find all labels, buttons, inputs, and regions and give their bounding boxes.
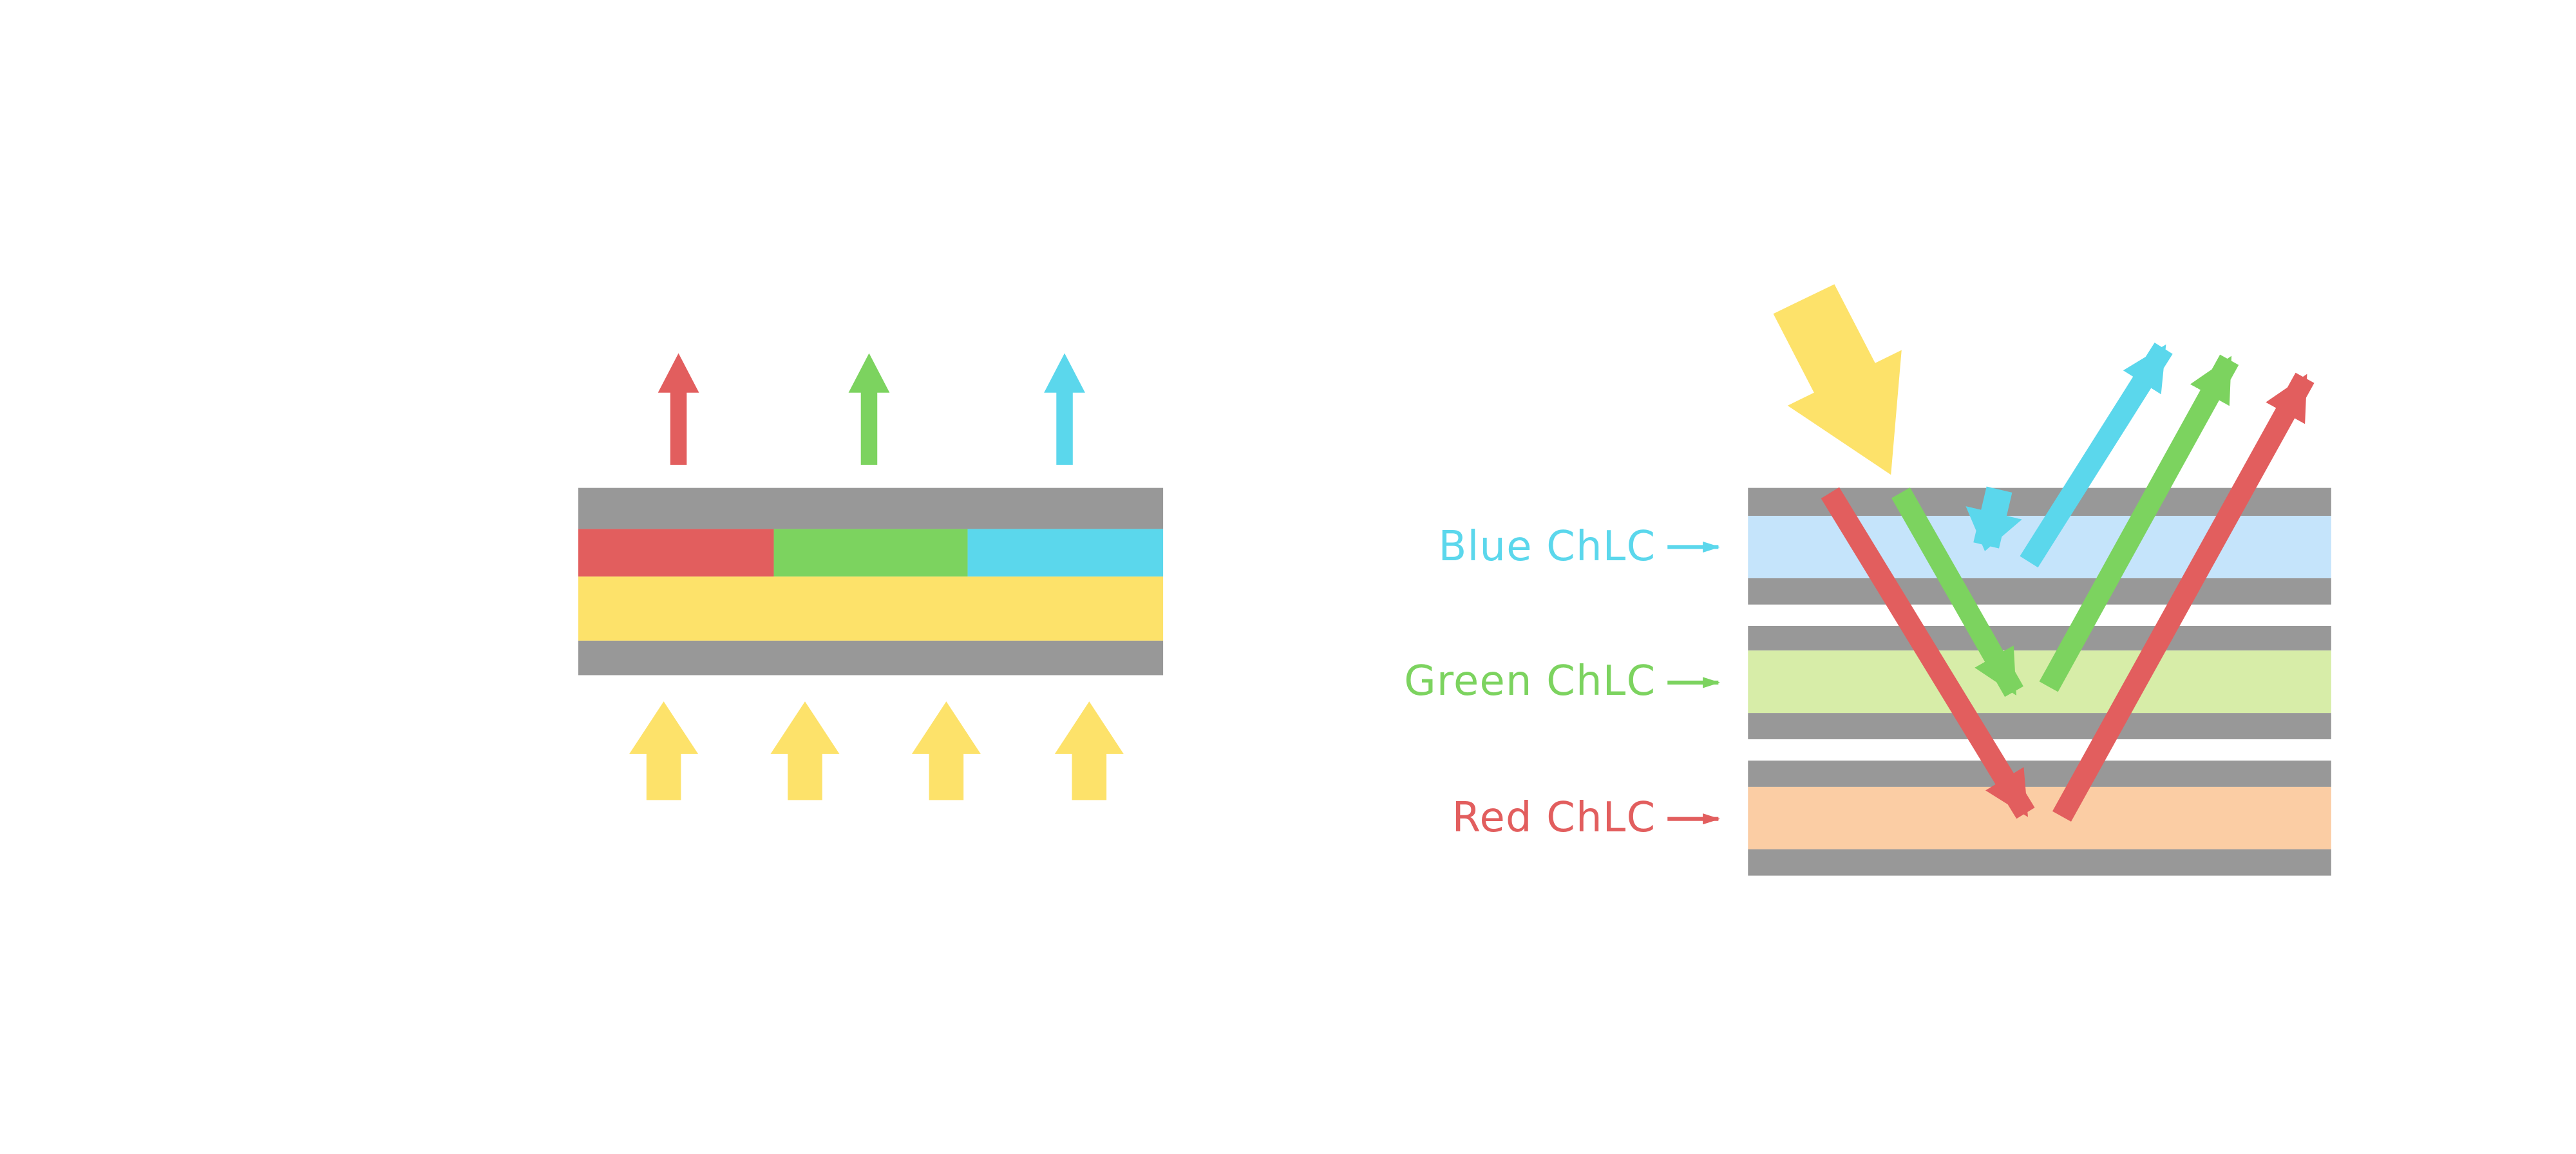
cell-gap xyxy=(1748,739,2331,761)
blue-chlc-layer xyxy=(1748,516,2331,578)
red-chlc-layer xyxy=(1748,786,2331,849)
left-backlight-layer xyxy=(578,576,1164,641)
backlight-arrow xyxy=(1054,701,1124,800)
red-emitted-light-arrow xyxy=(658,353,699,465)
backlight-arrow xyxy=(629,701,699,800)
left-pixel-row xyxy=(578,529,1164,577)
substrate-layer xyxy=(1748,487,2331,516)
right-diagram-chlc-stack xyxy=(1748,487,2331,876)
left-top-substrate-layer xyxy=(578,487,1164,529)
green-chlc-layer xyxy=(1748,650,2331,714)
cell-gap xyxy=(1748,605,2331,626)
incident-light-arrow xyxy=(1773,284,1902,475)
cyan-segment xyxy=(968,529,1164,577)
substrate-layer xyxy=(1748,713,2331,739)
substrate-layer xyxy=(1748,578,2331,605)
green-chlc-label: Green ChLC xyxy=(1404,657,1656,705)
red-segment xyxy=(578,529,773,577)
cyan-emitted-light-arrow xyxy=(1044,353,1085,465)
backlight-arrow xyxy=(770,701,840,800)
red-chlc-label: Red ChLC xyxy=(1452,793,1656,842)
substrate-layer xyxy=(1748,761,2331,787)
backlight-arrow xyxy=(911,701,981,800)
substrate-layer xyxy=(1748,849,2331,876)
left-diagram-emissive-stack xyxy=(578,487,1164,676)
green-segment xyxy=(773,529,969,577)
left-bottom-substrate-layer xyxy=(578,640,1164,676)
substrate-layer xyxy=(1748,625,2331,651)
green-emitted-light-arrow xyxy=(848,353,890,465)
blue-chlc-label: Blue ChLC xyxy=(1438,522,1656,571)
